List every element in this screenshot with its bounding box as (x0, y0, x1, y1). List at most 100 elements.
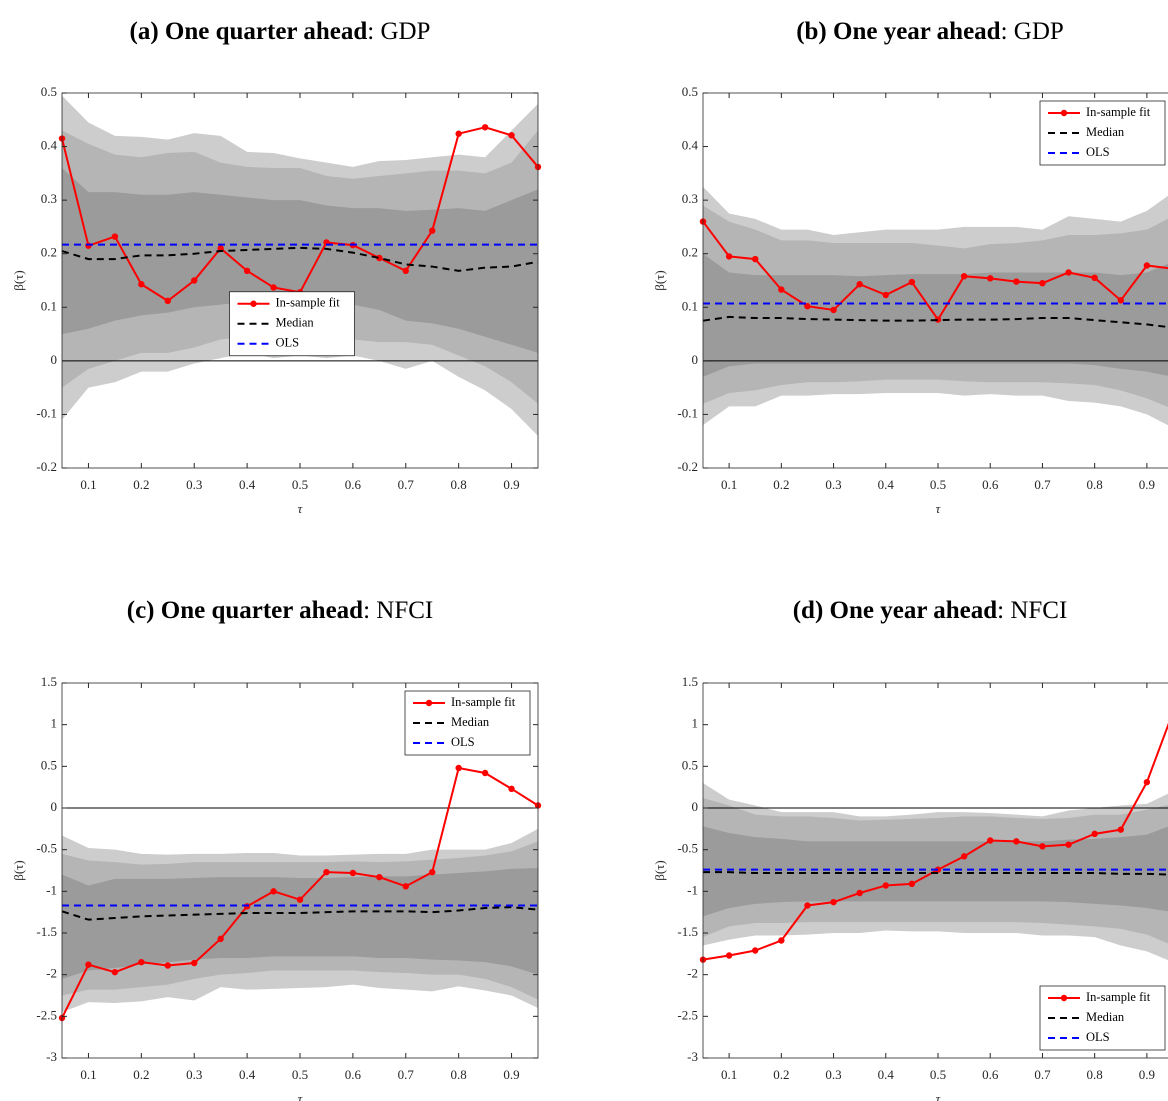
x-axis-label: τ (936, 1091, 942, 1101)
point (164, 297, 171, 305)
point (987, 275, 994, 282)
point (270, 284, 277, 291)
x-tick-label: 0.3 (186, 477, 202, 492)
y-tick-label: -2.5 (36, 1007, 57, 1022)
legend: In-sample fit Median OLS (229, 291, 355, 357)
title-part: : NFCI (997, 597, 1067, 624)
panel: (d) One year ahead: NFCI 0.1 0.2 0.3 0.4 0.5 0… (652, 597, 1168, 1101)
point (217, 935, 224, 943)
point (1143, 778, 1151, 786)
confidence-band (62, 168, 538, 353)
x-tick-label: 0.6 (982, 1067, 999, 1082)
title-part: (c) One quarter ahead (127, 597, 363, 624)
title-part: (b) One year ahead (796, 18, 1000, 45)
point (138, 958, 145, 966)
panel: (a) One quarter ahead: GDP 0.1 0.2 0.3 0.4 0.… (11, 18, 542, 516)
x-tick-label: 0.2 (773, 1067, 789, 1082)
x-tick-label: 0.3 (825, 477, 841, 492)
point (804, 303, 811, 310)
y-tick-label: 0.3 (41, 191, 57, 206)
x-tick-label: 0.3 (186, 1067, 202, 1082)
confidence-band (62, 868, 538, 979)
title-part: : GDP (367, 18, 430, 45)
x-tick-label: 0.2 (133, 1067, 149, 1082)
legend-label: In-sample fit (1086, 105, 1151, 119)
x-tick-label: 0.7 (398, 1067, 415, 1082)
x-tick-label: 0.2 (773, 477, 789, 492)
point (402, 267, 409, 275)
point (830, 306, 837, 314)
x-tick-label: 0.3 (825, 1067, 841, 1082)
point (1091, 274, 1098, 282)
x-tick-label: 0.1 (721, 477, 737, 492)
point (111, 233, 119, 240)
point (856, 281, 863, 288)
panel-title: (b) One year ahead: GDP (796, 18, 1064, 45)
y-tick-label: -2 (46, 966, 57, 981)
panel-title: (c) One quarter ahead: NFCI (127, 597, 433, 624)
point (830, 898, 837, 906)
point (402, 883, 409, 890)
legend-label: Median (1086, 125, 1125, 139)
point (882, 882, 889, 889)
y-tick-label: -2.5 (677, 1007, 698, 1022)
point (376, 873, 383, 881)
title-part: (a) One quarter ahead (130, 18, 368, 45)
legend-label: OLS (1086, 1030, 1110, 1044)
y-tick-label: -0.2 (36, 459, 57, 474)
point (429, 227, 436, 234)
y-tick-label: 0 (51, 799, 58, 814)
x-tick-label: 0.7 (1034, 477, 1051, 492)
x-tick-label: 0.5 (930, 1067, 946, 1082)
y-tick-label: 0.4 (682, 138, 699, 153)
title-part: : NFCI (363, 597, 433, 624)
point (752, 255, 759, 263)
y-tick-label: 0.5 (682, 757, 698, 772)
point (778, 937, 785, 944)
x-tick-label: 0.8 (451, 477, 467, 492)
point (1013, 838, 1020, 845)
y-tick-label: -0.1 (677, 405, 698, 420)
point (85, 242, 92, 249)
legend-label: Median (276, 316, 315, 330)
series-line (61, 246, 539, 272)
point (752, 947, 759, 954)
y-tick-label: -1.5 (36, 924, 57, 939)
x-tick-label: 0.9 (1139, 477, 1155, 492)
point (191, 959, 198, 967)
x-tick-label: 0.4 (239, 477, 256, 492)
y-tick-label: 0.1 (41, 298, 57, 313)
point (349, 869, 357, 877)
title-part: (d) One year ahead (793, 597, 997, 624)
legend: In-sample fit Median OLS (1039, 100, 1166, 166)
y-tick-label: 0.3 (682, 191, 698, 206)
y-tick-label: -2 (687, 966, 698, 981)
x-tick-label: 0.1 (721, 1067, 737, 1082)
legend-label: Median (451, 715, 490, 729)
point (725, 253, 733, 260)
y-tick-label: 0.2 (41, 245, 57, 260)
y-tick-label: -3 (687, 1049, 698, 1064)
y-axis-label: β(τ) (652, 270, 667, 291)
x-axis-label: τ (936, 501, 942, 516)
point (296, 896, 304, 903)
point (1117, 826, 1124, 833)
legend-label: In-sample fit (1086, 990, 1151, 1004)
y-tick-label: 0.1 (682, 298, 698, 313)
point (1065, 841, 1072, 848)
y-tick-label: -3 (46, 1049, 57, 1064)
legend-marker (1060, 109, 1068, 117)
legend-marker (425, 699, 433, 707)
y-tick-label: -0.2 (677, 459, 698, 474)
point (85, 961, 92, 968)
point (1117, 297, 1124, 304)
x-tick-label: 0.7 (1034, 1067, 1051, 1082)
y-tick-label: 0.2 (682, 245, 698, 260)
y-tick-label: 0 (51, 352, 58, 367)
x-tick-label: 0.9 (503, 1067, 519, 1082)
legend-label: Median (1086, 1010, 1125, 1024)
panel: (c) One quarter ahead: NFCI 0.1 0.2 0.3 0.4 0… (11, 597, 542, 1101)
y-tick-label: -1.5 (677, 924, 698, 939)
x-tick-label: 0.2 (133, 477, 149, 492)
